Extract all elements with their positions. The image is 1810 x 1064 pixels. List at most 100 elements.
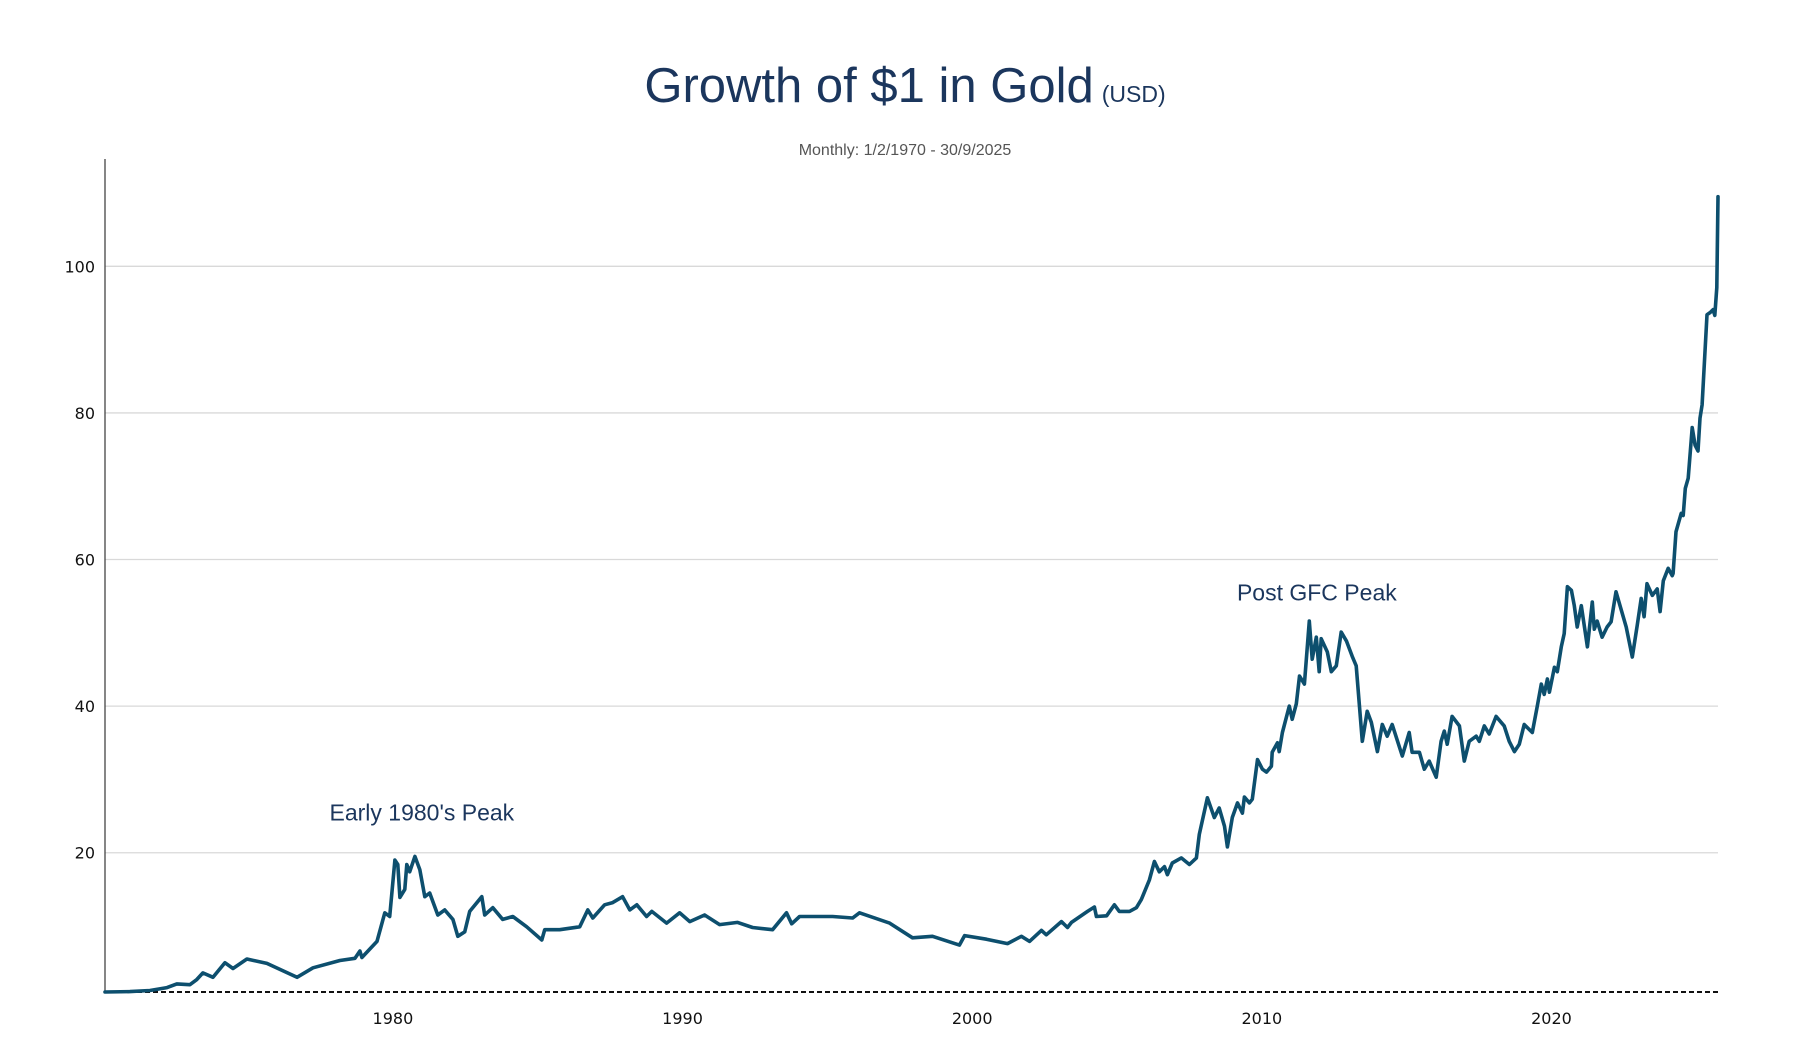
data-point [1308,620,1311,623]
data-point [1241,812,1244,815]
data-point [175,982,178,985]
data-point [985,938,988,941]
data-point [1243,796,1246,799]
data-point [1226,845,1229,848]
data-point [611,901,614,904]
data-point [468,910,471,913]
data-point [408,870,411,873]
data-point [650,910,653,913]
data-point [1636,624,1639,627]
data-point [1513,750,1516,753]
data-point [1248,801,1251,804]
data-point [358,950,361,953]
data-point [1288,705,1291,708]
data-point [1335,664,1338,667]
data-point [483,914,486,917]
data-point [376,940,379,943]
data-point [1231,816,1234,819]
data-point [1213,816,1216,819]
data-point [1488,733,1491,736]
data-point [628,908,631,911]
data-point [312,966,315,969]
data-point [911,936,914,939]
series-line-gold [103,194,1720,994]
data-point [1656,587,1659,590]
data-point [1640,597,1643,600]
data-point [201,971,204,974]
y-tick-label: 20 [75,844,95,863]
data-point [1576,626,1579,629]
data-point [1070,921,1073,924]
data-point [1478,740,1481,743]
data-point [195,978,198,981]
data-point [354,957,357,960]
data-point [511,915,514,918]
data-point [1271,751,1274,754]
data-point [1560,645,1563,648]
data-point [888,922,891,925]
data-point [1601,636,1604,639]
data-point [1596,620,1599,623]
data-point [1443,730,1446,733]
data-point [635,903,638,906]
data-point [1198,833,1201,836]
data-point [1615,590,1618,593]
data-point [1672,572,1675,575]
data-point [1340,631,1343,634]
data-point [1265,771,1268,774]
data-point [1531,731,1534,734]
data-point [1381,723,1384,726]
data-point [790,922,793,925]
data-point [736,921,739,924]
data-point [265,962,268,965]
data-point [1475,735,1478,738]
data-point [1468,740,1471,743]
data-point [423,895,426,898]
data-point [413,855,416,858]
data-point [1625,626,1628,629]
data-point [645,915,648,918]
data-point [428,892,431,895]
data-point [1610,620,1613,623]
data-point [1345,639,1348,642]
data-point [1508,740,1511,743]
data-point [1105,914,1108,917]
data-point [338,959,341,962]
data-point [858,911,861,914]
data-point [396,863,399,866]
data-point [1585,637,1588,640]
data-point [1659,610,1662,613]
data-point [1370,721,1373,724]
y-tick-label: 60 [75,551,95,570]
data-point [1206,796,1209,799]
data-point [1188,863,1191,866]
data-point [1573,604,1576,607]
data-point [1694,444,1697,447]
x-tick-label: 2020 [1531,1009,1572,1028]
data-point [1697,450,1700,453]
data-point [1276,741,1279,744]
data-point [1440,740,1443,743]
data-point [1451,715,1454,718]
data-point [1428,760,1431,763]
data-point [1366,710,1369,713]
data-point [212,976,215,979]
data-point [1713,314,1716,317]
data-point [1712,308,1715,311]
y-tick-label: 100 [64,257,95,276]
data-point [128,990,131,993]
data-point [1543,693,1546,696]
data-point [1148,878,1151,881]
data-point [1028,940,1031,943]
data-point [1171,862,1174,865]
data-point [1503,724,1506,727]
data-point [1135,906,1138,909]
data-point [603,903,606,906]
data-point [678,911,681,914]
data-point [232,967,235,970]
data-point [1593,628,1596,631]
data-point [1566,585,1569,588]
y-axis-ticks: 20 40 60 80 100 [64,257,95,862]
data-point [1315,636,1318,639]
